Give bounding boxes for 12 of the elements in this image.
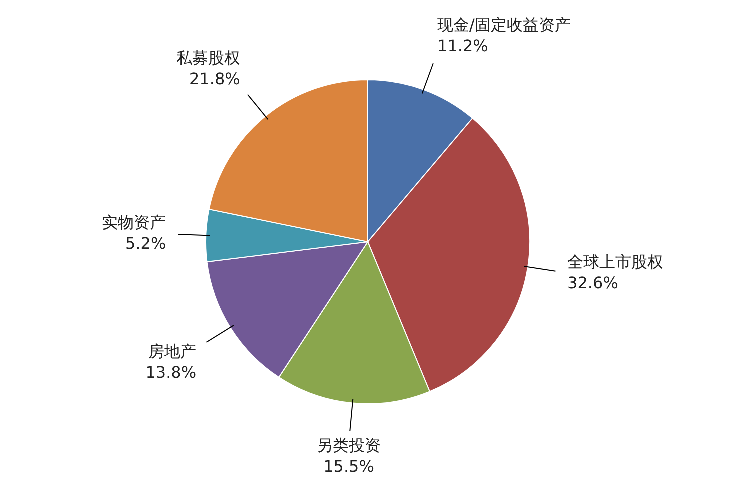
data-label: 11.2% — [438, 36, 488, 56]
data-label: 15.5% — [324, 457, 374, 476]
slice-label: 私募股权 — [176, 48, 240, 68]
data-label: 5.2% — [126, 234, 166, 254]
slice-label: 另类投资 — [317, 436, 382, 456]
slice-label: 房地产 — [148, 342, 197, 361]
slice-label: 现金/固定收益资产 — [438, 15, 571, 34]
data-label: 21.8% — [190, 69, 240, 88]
slice-label: 实物资产 — [102, 213, 166, 232]
slice-label: 全球上市股权 — [568, 252, 664, 272]
data-label: 32.6% — [568, 273, 618, 292]
data-label: 13.8% — [146, 362, 197, 382]
